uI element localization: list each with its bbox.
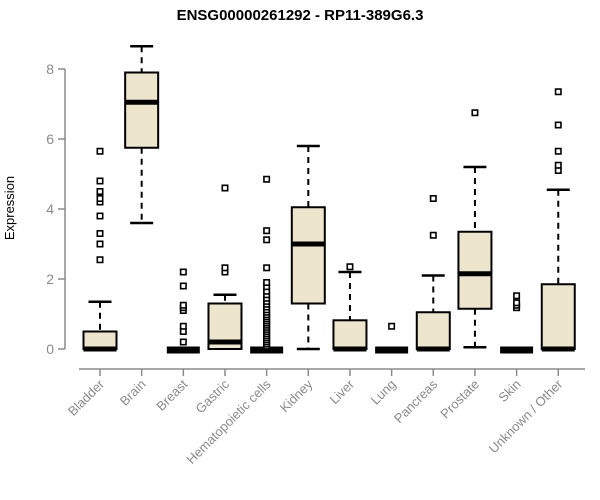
category-label-prostate: Prostate (437, 377, 482, 422)
category-label-brain: Brain (117, 377, 149, 409)
outlier-point (429, 195, 437, 203)
outlier-point (554, 88, 562, 96)
outlier-point (263, 227, 271, 235)
outlier-point (96, 240, 104, 248)
collapsed-box (250, 346, 284, 354)
boxplot-kidney (290, 144, 326, 351)
outlier-point (221, 264, 229, 272)
outlier-point (388, 322, 396, 330)
outlier-point (346, 263, 354, 271)
chart-title: ENSG00000261292 - RP11-389G6.3 (177, 7, 424, 24)
boxplot-pancreas (415, 195, 451, 352)
category-label-liver: Liver (327, 376, 358, 407)
outlier-point (263, 278, 271, 286)
outlier-point (263, 264, 271, 272)
category-label-breast: Breast (153, 376, 190, 413)
iqr-box (124, 71, 160, 149)
collapsed-box (500, 346, 534, 354)
category-label-bladder: Bladder (65, 376, 108, 419)
y-tick-label: 6 (46, 131, 54, 147)
boxplot-hematopoietic-cells (250, 175, 284, 354)
category-label-kidney: Kidney (277, 376, 316, 415)
outlier-point (221, 184, 229, 192)
outlier-point (513, 299, 521, 307)
outlier-point (554, 161, 562, 169)
outlier-point (429, 231, 437, 239)
outlier-point (96, 188, 104, 196)
outlier-point (179, 322, 187, 330)
outlier-point (179, 268, 187, 276)
collapsed-box (375, 346, 409, 354)
iqr-box (540, 283, 576, 350)
category-label-gastric: Gastric (192, 376, 232, 416)
collapsed-box (166, 346, 200, 354)
outlier-point (179, 301, 187, 309)
boxplot-gastric (207, 184, 243, 350)
iqr-box (290, 206, 326, 305)
outlier-point (96, 230, 104, 238)
box-series (82, 45, 576, 354)
boxplot-prostate (457, 109, 493, 349)
outlier-point (513, 292, 521, 300)
y-tick-label: 0 (46, 341, 54, 357)
iqr-box (415, 311, 451, 350)
outlier-point (263, 236, 271, 244)
y-tick-label: 2 (46, 271, 54, 287)
outlier-point (471, 109, 479, 117)
iqr-box (82, 330, 118, 350)
outlier-point (263, 175, 271, 183)
outlier-point (96, 256, 104, 264)
outlier-point (554, 147, 562, 155)
outlier-point (96, 177, 104, 185)
y-tick-label: 8 (46, 61, 54, 77)
outlier-point (96, 195, 104, 203)
category-label-pancreas: Pancreas (391, 376, 441, 426)
iqr-box (457, 230, 493, 310)
boxplot-unknown-other (540, 88, 576, 352)
category-label-lung: Lung (368, 377, 399, 408)
outlier-point (179, 338, 187, 346)
outlier-point (96, 212, 104, 220)
outlier-point (554, 121, 562, 129)
category-label-skin: Skin (495, 377, 523, 405)
outlier-point (179, 282, 187, 290)
iqr-box (332, 319, 368, 350)
boxplot-brain (124, 45, 160, 225)
y-tick-label: 4 (46, 201, 54, 217)
outlier-point (96, 147, 104, 155)
y-axis-label: Expression (2, 176, 17, 240)
boxplot-liver (332, 263, 368, 352)
boxplot-bladder (82, 147, 118, 352)
boxplot-lung (375, 322, 409, 354)
category-label-unknown-other: Unknown / Other (486, 376, 566, 456)
boxplot-skin (500, 292, 534, 354)
boxplot-breast (166, 268, 200, 354)
